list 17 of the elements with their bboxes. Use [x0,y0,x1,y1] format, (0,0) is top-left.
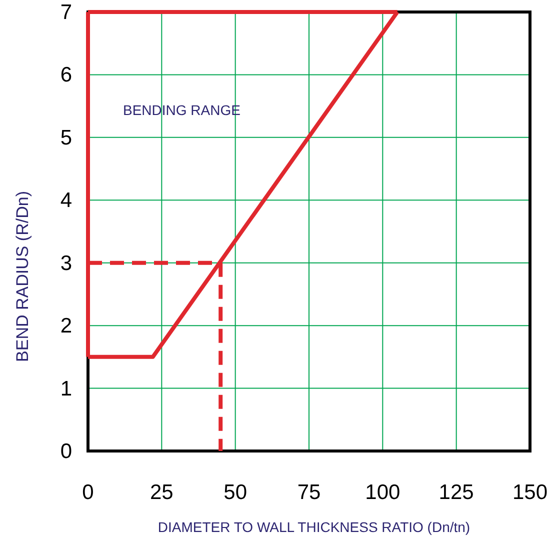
y-tick-label: 7 [60,1,72,24]
x-tick-label: 150 [512,481,548,504]
y-tick-label: 6 [60,64,72,87]
y-tick-label: 4 [60,189,72,212]
y-tick-label: 5 [60,126,72,150]
y-tick-label: 2 [60,314,72,338]
x-tick-label: 75 [297,481,321,504]
x-tick-label: 100 [365,481,400,504]
x-tick-label: 25 [150,481,174,504]
y-tick-label: 1 [60,377,72,400]
x-tick-label: 50 [224,481,248,504]
y-tick-label: 0 [60,440,72,463]
y-tick-label: 3 [60,252,72,275]
x-tick-label: 125 [438,481,474,504]
x-axis-title: DIAMETER TO WALL THICKNESS RATIO (Dn/tn) [158,519,470,535]
x-tick-label: 0 [82,481,94,504]
y-axis-title: BEND RADIUS (R/Dn) [13,191,32,362]
